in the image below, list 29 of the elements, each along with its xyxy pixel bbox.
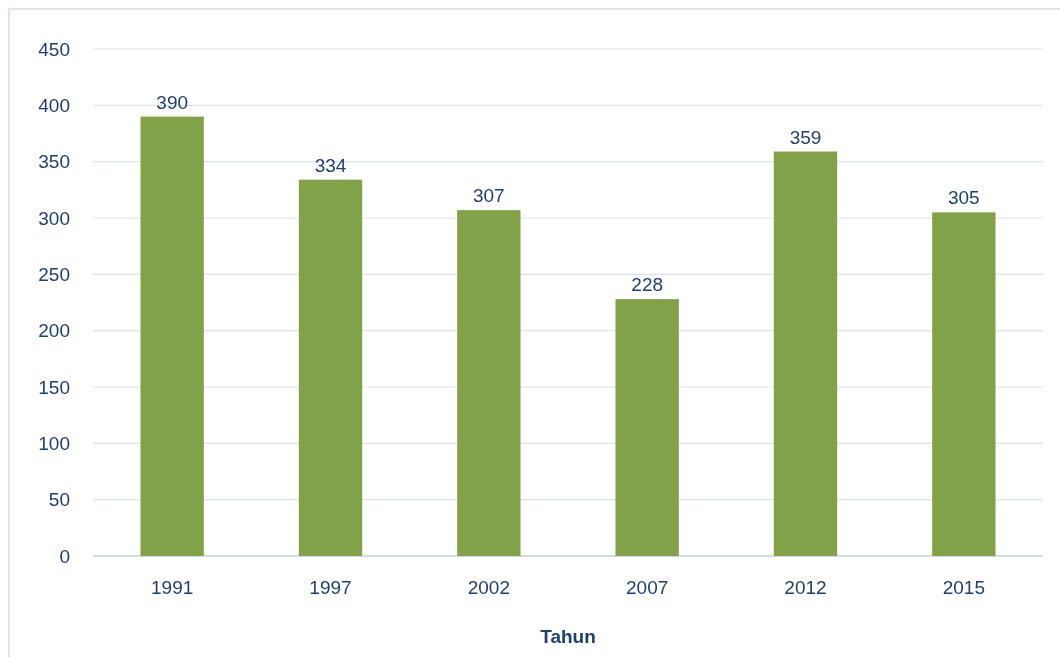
bar (298, 179, 363, 556)
x-tick-label: 2002 (467, 577, 510, 598)
x-axis-title: Tahun (540, 626, 596, 647)
y-tick-label: 350 (38, 151, 70, 173)
y-tick-label: 200 (38, 320, 70, 342)
x-tick-label: 2007 (626, 577, 669, 598)
y-tick-label: 300 (38, 207, 70, 229)
data-label: 359 (789, 126, 822, 148)
bar (140, 116, 204, 556)
bar (932, 212, 996, 556)
bar (773, 151, 838, 556)
y-tick-label: 450 (38, 38, 70, 60)
y-tick-label: 50 (48, 489, 70, 511)
x-tick-label: 1991 (151, 577, 194, 598)
y-tick-label: 150 (38, 376, 70, 398)
data-label: 390 (156, 91, 189, 113)
x-tick-label: 2012 (784, 577, 827, 598)
bar (457, 210, 521, 556)
bar (615, 299, 679, 556)
y-tick-label: 400 (38, 94, 70, 116)
y-tick-label: 100 (38, 432, 70, 454)
data-label: 334 (314, 154, 347, 176)
y-tick-label: 250 (38, 263, 70, 285)
data-label: 305 (947, 187, 980, 209)
y-tick-label: 0 (59, 545, 70, 567)
x-tick-label: 1997 (309, 577, 352, 598)
data-label: 228 (631, 274, 664, 296)
data-label: 307 (472, 185, 505, 207)
x-tick-label: 2015 (942, 577, 985, 598)
